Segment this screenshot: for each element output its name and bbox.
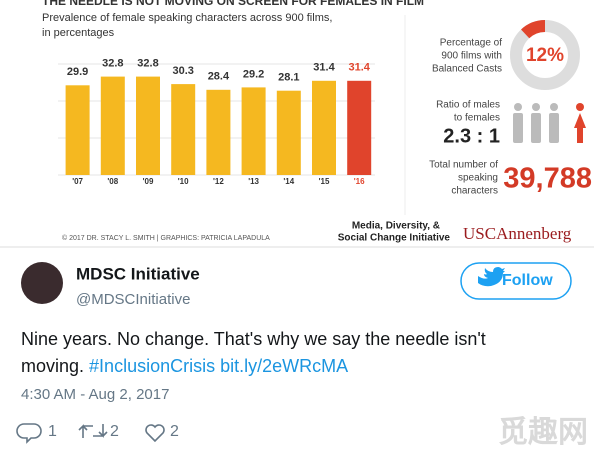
bar	[65, 85, 90, 175]
subtitle: in percentages	[42, 27, 115, 39]
timestamp[interactable]: 4:30 AM - Aug 2, 2017	[21, 386, 169, 403]
value-label: 32.8	[102, 58, 123, 70]
tweet-text: moving. #InclusionCrisis bit.ly/2eWRcMA	[21, 356, 348, 376]
user-name[interactable]: MDSC Initiative	[76, 264, 200, 283]
bar-group: 29.9 '07 32.8 '08 32.8 '09 30.3 '10 28.4 '12 29.2 '…	[65, 58, 372, 186]
initiative: Social Change Initiative	[338, 233, 451, 244]
stat-label: Percentage of	[440, 38, 502, 49]
x-tick-label: '09	[143, 177, 154, 186]
watermark: 觅趣网	[498, 416, 588, 449]
user-handle[interactable]: @MDSCInitiative	[76, 291, 190, 308]
value-label: 31.4	[348, 62, 370, 74]
x-tick-label: '07	[72, 177, 83, 186]
bird-icon	[478, 267, 505, 287]
stat-value: 2.3 : 1	[443, 125, 500, 147]
value-label: 28.4	[208, 71, 230, 83]
x-tick-label: '08	[107, 177, 118, 186]
value-label: 29.9	[67, 66, 88, 78]
action-icons	[16, 423, 165, 444]
tweet-text: moving.	[21, 356, 84, 376]
bar	[347, 80, 372, 175]
value-label: 28.1	[278, 72, 299, 84]
stat-label: to females	[454, 113, 500, 124]
value-label: 29.2	[243, 68, 264, 80]
stat-value: 39,788	[503, 163, 592, 195]
stat-label: Total number of	[429, 160, 498, 171]
x-tick-label: '13	[248, 177, 259, 186]
link[interactable]: bit.ly/2eWRcMA	[220, 356, 348, 376]
people-icons	[513, 103, 586, 143]
retweet-count[interactable]: 2	[110, 423, 119, 440]
x-tick-label: '10	[178, 177, 189, 186]
bar	[312, 80, 336, 175]
donut-arc	[521, 20, 546, 39]
bar	[171, 84, 196, 175]
credit: © 2017 DR. STACY L. SMITH | GRAPHICS: PA…	[62, 234, 270, 242]
x-tick-label: '12	[213, 177, 224, 186]
x-tick-label: '15	[319, 177, 330, 186]
follow-label[interactable]: Follow	[502, 272, 553, 289]
like-count[interactable]: 2	[170, 423, 179, 440]
reply-count[interactable]: 1	[48, 423, 57, 440]
value-label: 31.4	[313, 62, 335, 74]
value-label: 30.3	[172, 65, 193, 77]
tweet-text: Nine years. No change. That's why we say…	[21, 329, 486, 349]
stat-label: Balanced Casts	[432, 64, 502, 75]
avatar[interactable]	[21, 262, 63, 304]
hashtag[interactable]: #InclusionCrisis	[89, 356, 215, 376]
stat-label: characters	[451, 186, 498, 197]
bar	[100, 76, 125, 175]
logo: USCAnnenberg	[463, 224, 572, 243]
stat-value: 12%	[526, 45, 564, 66]
x-tick-label: '14	[283, 177, 294, 186]
bar	[206, 89, 231, 175]
stat-label: 900 films with	[441, 51, 502, 62]
bar	[276, 90, 301, 175]
stat-label: Ratio of males	[436, 100, 500, 111]
bar	[136, 76, 160, 175]
stat-label: speaking	[458, 173, 498, 184]
value-label: 32.8	[137, 58, 158, 70]
initiative: Media, Diversity, &	[352, 221, 440, 232]
x-tick-label: '16	[354, 177, 365, 186]
headline: THE NEEDLE IS NOT MOVING ON SCREEN FOR F…	[42, 0, 424, 8]
bar	[241, 87, 266, 175]
subtitle: Prevalence of female speaking characters…	[42, 12, 332, 24]
